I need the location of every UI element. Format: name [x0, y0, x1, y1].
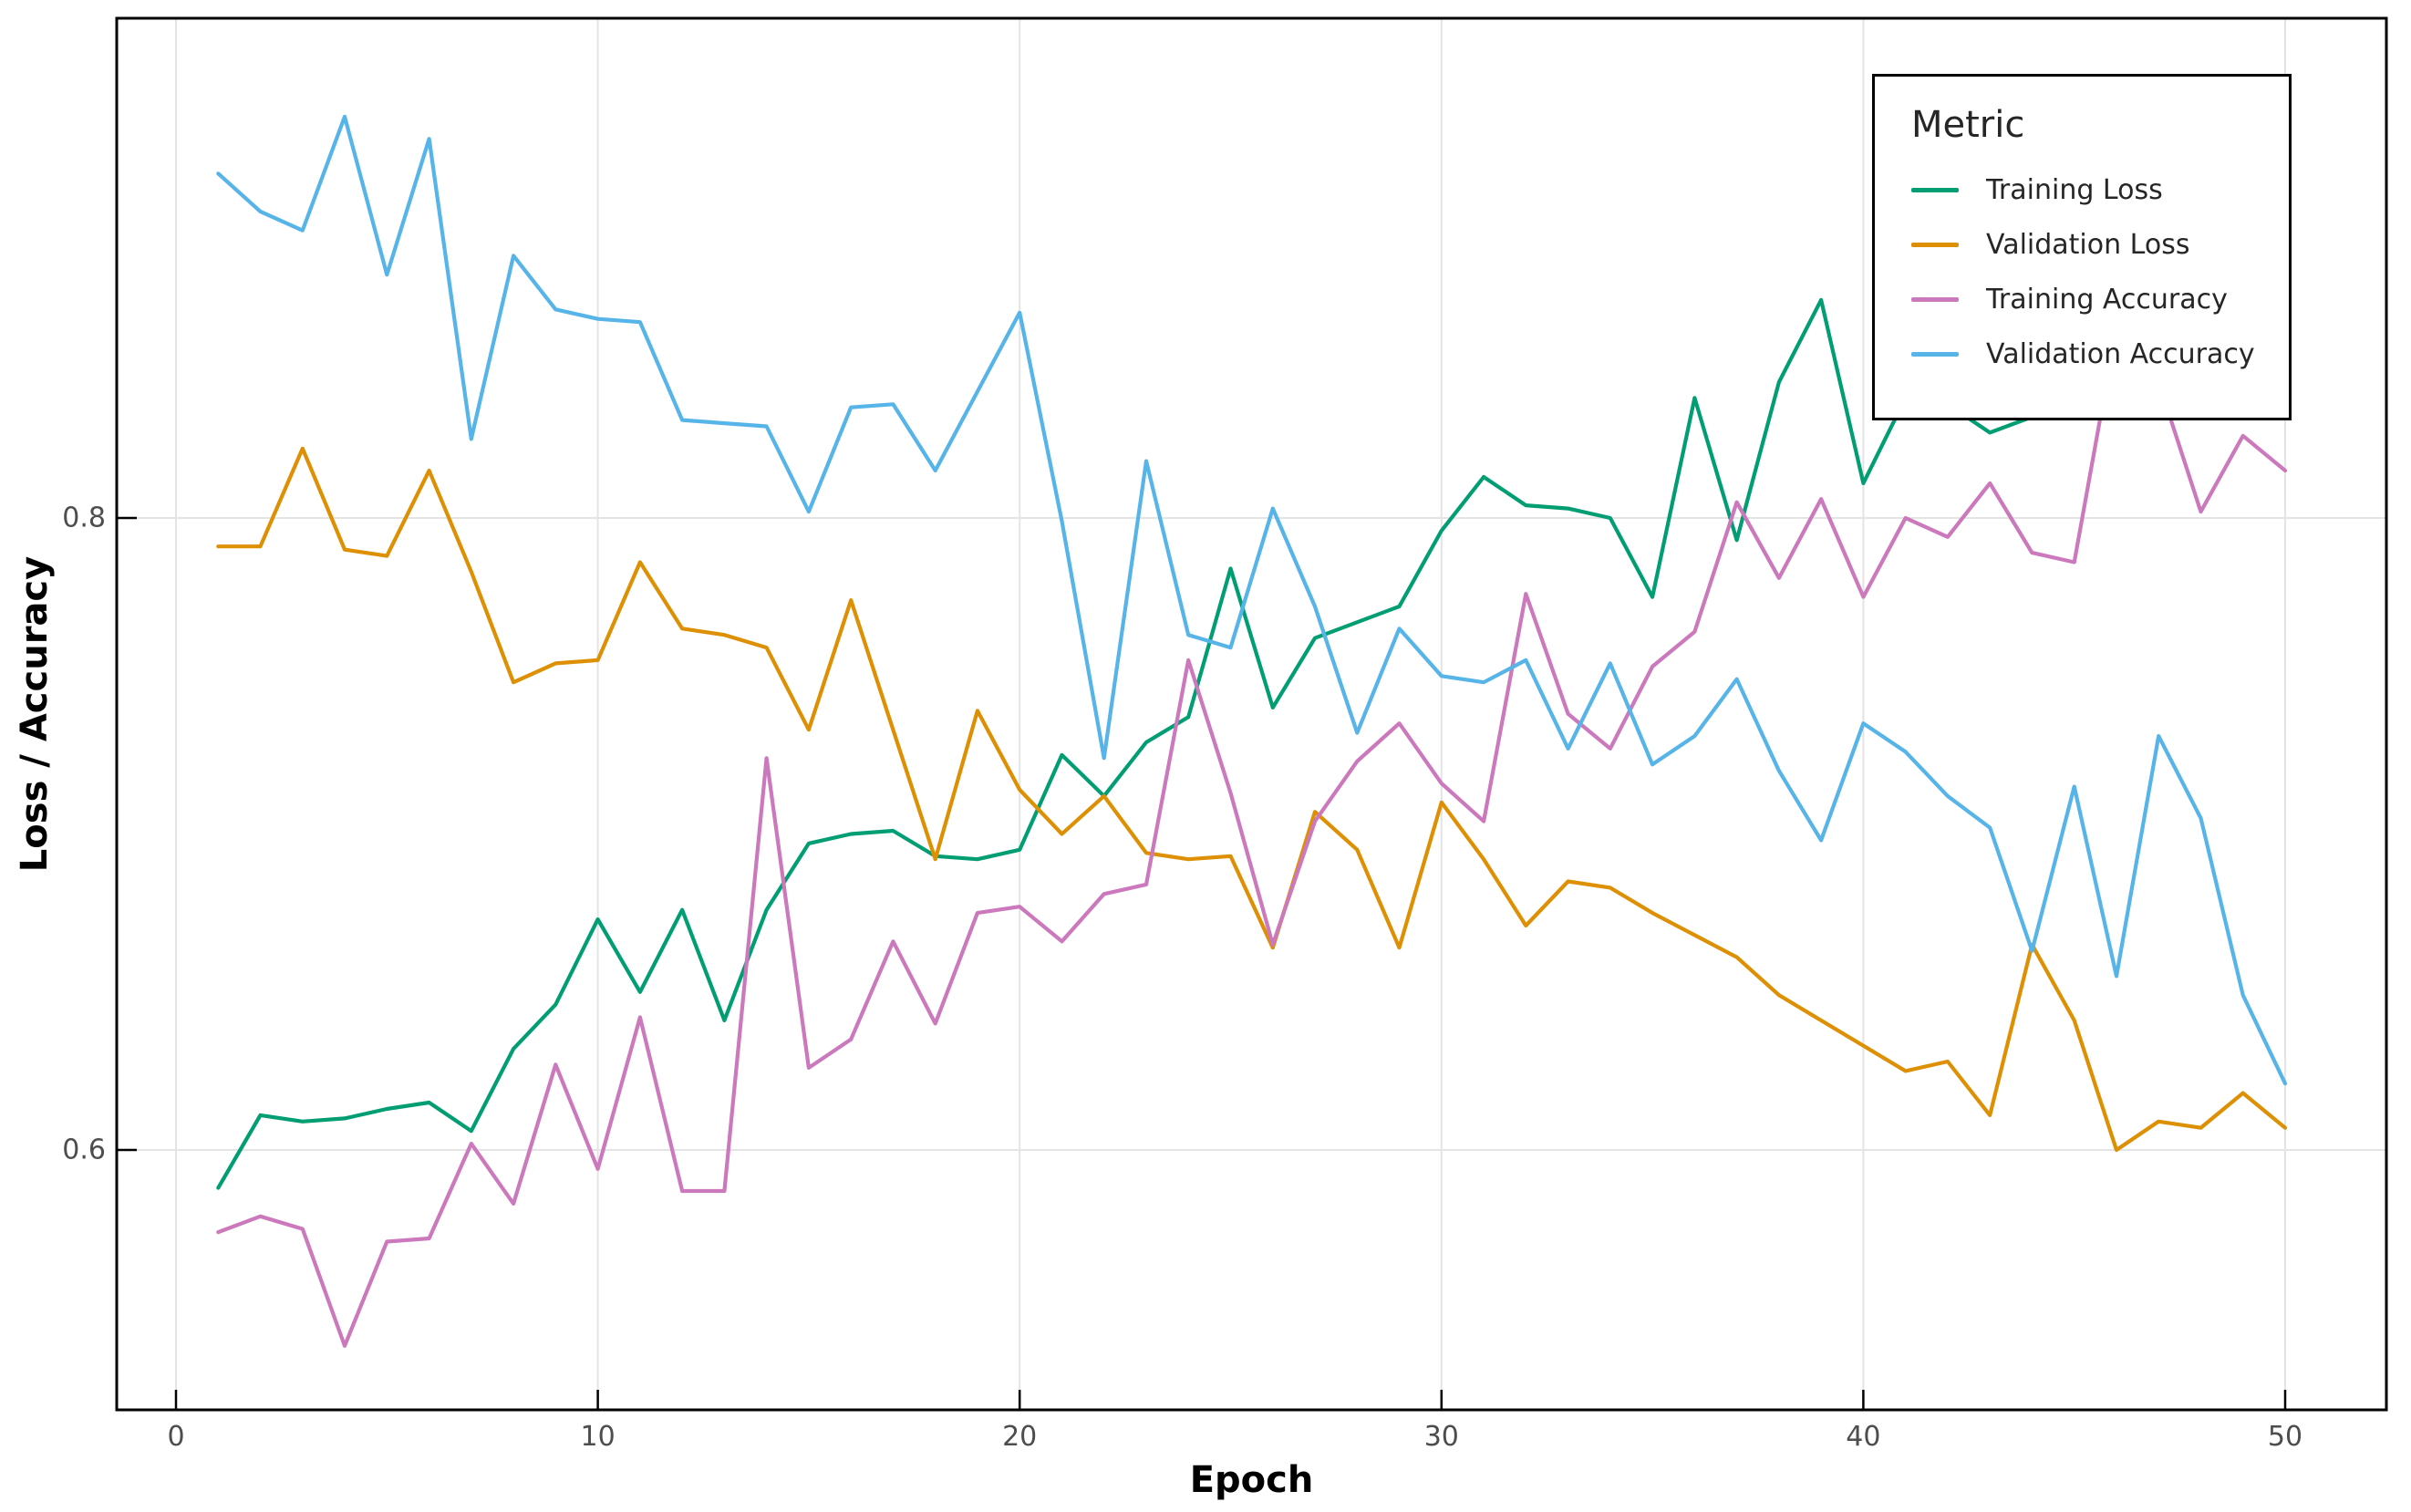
- legend-label: Validation Loss: [1986, 228, 2190, 261]
- y-tick-label-0.6: 0.6: [62, 1134, 106, 1166]
- training-loss-swatch-line: [1911, 187, 1959, 192]
- legend-entry-validation-accuracy: Validation Accuracy: [1875, 326, 2289, 381]
- legend-entry-validation-loss: Validation Loss: [1875, 217, 2289, 272]
- validation-loss-swatch-line: [1911, 242, 1959, 247]
- x-tick-label-30: 30: [1423, 1421, 1459, 1453]
- series-line-validation-accuracy: [216, 114, 2288, 1086]
- legend-label: Training Accuracy: [1986, 283, 2228, 316]
- y-axis-title: Loss / Accuracy: [14, 555, 56, 873]
- series-line-validation-loss: [216, 446, 2288, 1153]
- series-line-training-loss: [216, 288, 2288, 1190]
- x-tick-label-40: 40: [1846, 1421, 1881, 1453]
- legend-label: Validation Accuracy: [1986, 337, 2255, 370]
- legend-box: Metric Training Loss Validation Loss Tra…: [1872, 74, 2292, 420]
- x-axis-title: Epoch: [1189, 1459, 1314, 1501]
- x-tick-label-20: 20: [1002, 1421, 1038, 1453]
- validation-accuracy-swatch-line: [1911, 351, 1959, 357]
- x-tick-label-50: 50: [2267, 1421, 2303, 1453]
- x-tick-label-10: 10: [580, 1421, 616, 1453]
- legend-title: Metric: [1911, 104, 2025, 146]
- legend-entry-training-accuracy: Training Accuracy: [1875, 272, 2289, 326]
- x-tick-label-0: 0: [167, 1421, 185, 1453]
- y-tick-label-0.8: 0.8: [62, 502, 106, 534]
- training-accuracy-swatch-line: [1911, 296, 1959, 302]
- legend-label: Training Loss: [1986, 173, 2163, 206]
- series-line-training-accuracy: [216, 326, 2288, 1348]
- legend-entry-training-loss: Training Loss: [1875, 162, 2289, 217]
